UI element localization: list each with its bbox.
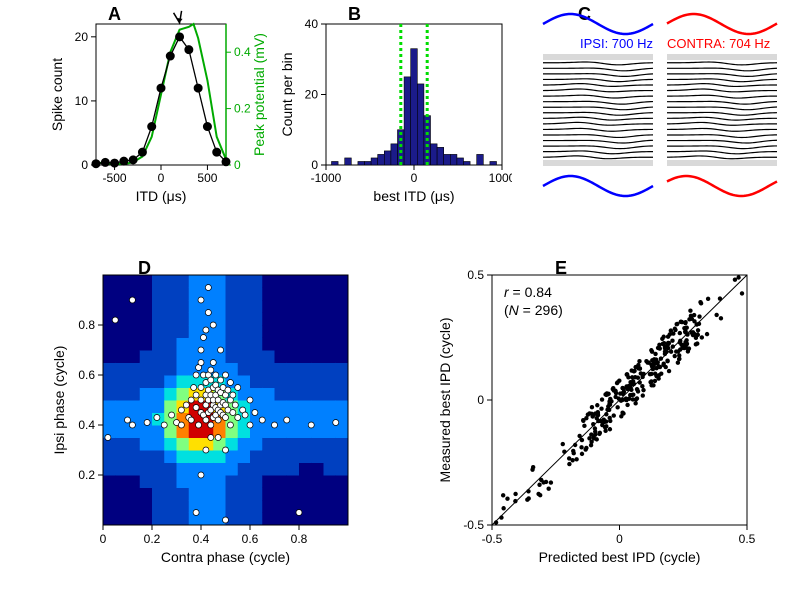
svg-text:IPSI: 700 Hz: IPSI: 700 Hz [580,36,653,51]
svg-text:Spike count: Spike count [49,58,65,131]
svg-text:0: 0 [158,171,165,185]
svg-text:(N = 296): (N = 296) [504,302,563,318]
svg-text:0.4: 0.4 [78,418,95,432]
svg-text:1000: 1000 [489,171,512,185]
svg-text:20: 20 [305,88,319,102]
panel-d: 00.20.40.60.80.20.40.60.8Contra phase (c… [48,260,358,570]
svg-text:-0.5: -0.5 [463,518,484,532]
svg-text:Count per bin: Count per bin [279,52,295,136]
svg-text:-500: -500 [103,171,127,185]
svg-text:Peak potential (mV): Peak potential (mV) [251,33,267,156]
svg-text:10: 10 [75,94,89,108]
svg-text:Ipsi phase (cycle): Ipsi phase (cycle) [51,346,67,455]
svg-text:0.8: 0.8 [291,532,308,546]
panel-e: -0.5 0 0.5 -0.5 0 0.5 Predicted best IPD (cycl… [432,260,762,570]
svg-text:Contra phase (cycle): Contra phase (cycle) [161,549,290,565]
svg-text:Measured best IPD (cycle): Measured best IPD (cycle) [437,318,453,483]
svg-text:0: 0 [234,158,241,172]
svg-text:0: 0 [411,171,418,185]
svg-text:0.2: 0.2 [144,532,161,546]
svg-text:40: 40 [305,17,319,31]
svg-text:-0.5: -0.5 [482,532,503,546]
svg-text:Predicted best IPD (cycle): Predicted best IPD (cycle) [539,549,701,565]
panel-c: IPSI: 700 Hz CONTRA: 704 Hz [525,2,785,207]
svg-text:20: 20 [75,30,89,44]
svg-text:best ITD (μs): best ITD (μs) [373,188,454,204]
svg-text:500: 500 [197,171,217,185]
svg-text:0: 0 [81,158,88,172]
svg-text:-1000: -1000 [311,171,342,185]
svg-text:0.4: 0.4 [234,45,251,59]
svg-text:ITD (μs): ITD (μs) [136,188,187,204]
svg-text:0: 0 [311,158,318,172]
svg-text:0.8: 0.8 [78,318,95,332]
svg-text:r = 0.84: r = 0.84 [504,284,552,300]
svg-text:0: 0 [616,532,623,546]
svg-text:0: 0 [477,393,484,407]
svg-text:0.2: 0.2 [78,468,95,482]
svg-text:0.4: 0.4 [193,532,210,546]
svg-text:0: 0 [100,532,107,546]
panel-a: -500 0 500 0 10 20 0 0.2 0.4 ITD (μs) Spike count P… [48,2,274,207]
svg-text:0.5: 0.5 [467,268,484,282]
svg-text:CONTRA: 704 Hz: CONTRA: 704 Hz [667,36,770,51]
svg-text:0.6: 0.6 [78,368,95,382]
svg-text:0.2: 0.2 [234,102,251,116]
svg-text:0.5: 0.5 [739,532,756,546]
svg-text:0.6: 0.6 [242,532,259,546]
figure-root: A -50005000102000.20.4ITD (μs)Spike coun… [0,0,800,591]
panel-b: -10000100002040best ITD (μs)Count per bi… [278,2,512,207]
